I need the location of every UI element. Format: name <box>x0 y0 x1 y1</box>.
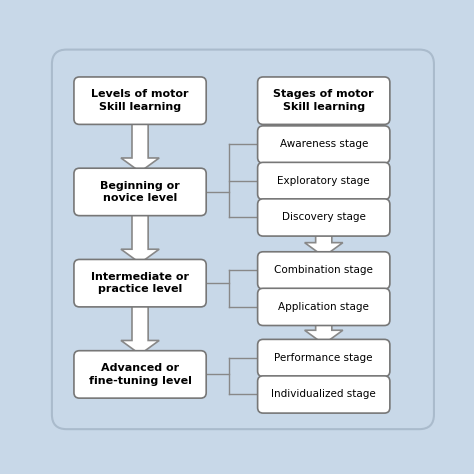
FancyBboxPatch shape <box>52 50 434 429</box>
Text: Beginning or
novice level: Beginning or novice level <box>100 181 180 203</box>
Text: Discovery stage: Discovery stage <box>282 212 365 222</box>
Polygon shape <box>305 117 343 131</box>
FancyBboxPatch shape <box>74 351 206 398</box>
Text: Combination stage: Combination stage <box>274 265 373 275</box>
FancyBboxPatch shape <box>74 259 206 307</box>
Polygon shape <box>305 231 343 256</box>
Text: Performance stage: Performance stage <box>274 353 373 363</box>
Polygon shape <box>121 210 159 263</box>
Text: Levels of motor
Skill learning: Levels of motor Skill learning <box>91 90 189 112</box>
FancyBboxPatch shape <box>257 163 390 200</box>
Polygon shape <box>121 119 159 172</box>
FancyBboxPatch shape <box>257 376 390 413</box>
FancyBboxPatch shape <box>257 339 390 377</box>
Text: Individualized stage: Individualized stage <box>272 390 376 400</box>
Polygon shape <box>305 320 343 344</box>
FancyBboxPatch shape <box>257 77 390 124</box>
FancyBboxPatch shape <box>257 288 390 326</box>
FancyBboxPatch shape <box>257 252 390 289</box>
FancyBboxPatch shape <box>74 77 206 124</box>
FancyBboxPatch shape <box>257 126 390 163</box>
FancyBboxPatch shape <box>257 199 390 236</box>
Text: Advanced or
fine-tuning level: Advanced or fine-tuning level <box>89 363 191 386</box>
Text: Awareness stage: Awareness stage <box>280 139 368 149</box>
Polygon shape <box>121 301 159 355</box>
Text: Intermediate or
practice level: Intermediate or practice level <box>91 272 189 294</box>
FancyBboxPatch shape <box>74 168 206 216</box>
Text: Application stage: Application stage <box>278 302 369 312</box>
Text: Stages of motor
Skill learning: Stages of motor Skill learning <box>273 90 374 112</box>
Text: Exploratory stage: Exploratory stage <box>277 176 370 186</box>
